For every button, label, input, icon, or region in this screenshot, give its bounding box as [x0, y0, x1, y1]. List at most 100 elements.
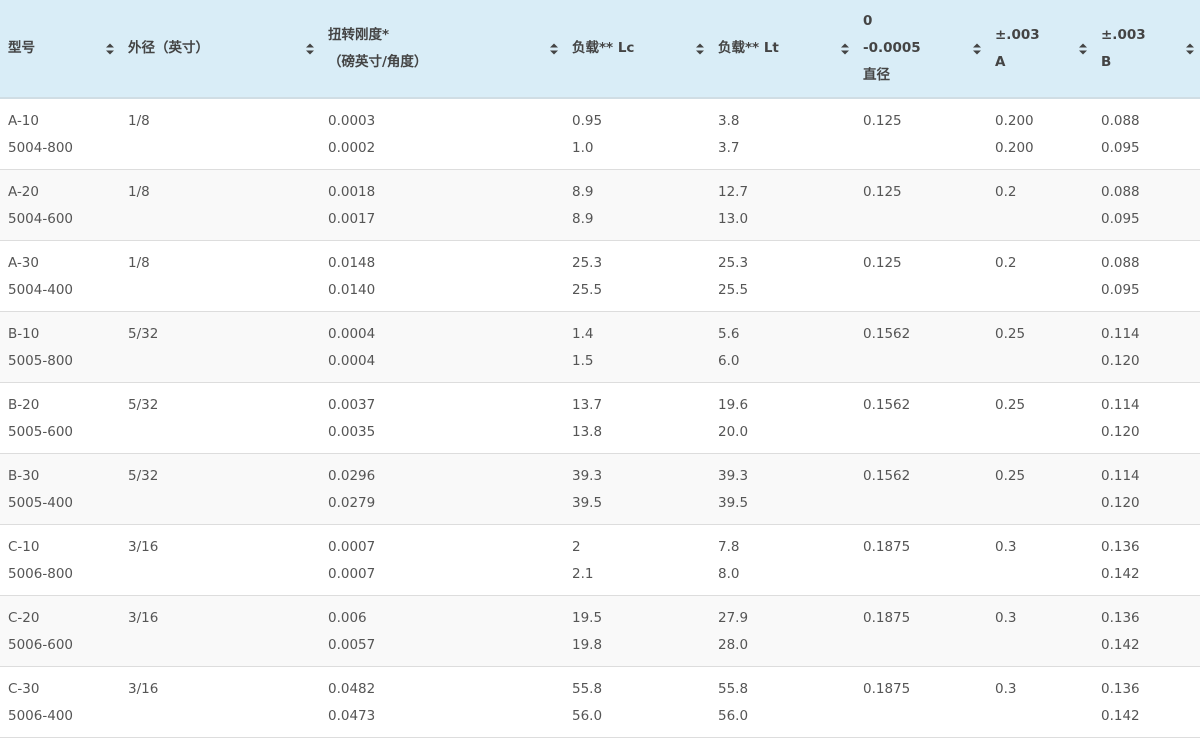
- cell-value: 0.0148: [328, 255, 376, 271]
- header-label: A: [995, 53, 1006, 70]
- cell-model: B-30 5005-400: [0, 453, 120, 525]
- cell-model: A-10 5004-800: [0, 98, 120, 170]
- table-row: A-30 5004-400 1/8 0.0148 0.0140 25.3 25.5 25.3 2…: [0, 240, 1200, 312]
- sort-icon[interactable]: [550, 43, 558, 54]
- cell-model: B-20 5005-600: [0, 382, 120, 454]
- column-header-load-lc[interactable]: 负载** Lc: [564, 0, 710, 99]
- cell-value: 27.9: [718, 610, 749, 626]
- cell-value: 19.6: [718, 397, 749, 413]
- cell-load-lc: 19.5 19.8: [564, 595, 710, 667]
- column-header-outer-diameter[interactable]: 外径（英寸）: [120, 0, 320, 99]
- column-header-tolerance-b[interactable]: ±.003 B: [1093, 0, 1200, 99]
- column-header-diameter-tolerance[interactable]: 0 -0.0005 直径: [855, 0, 987, 99]
- cell-tolerance-a: 0.3: [987, 666, 1093, 738]
- cell-diameter-tolerance: 0.1562: [855, 453, 987, 525]
- cell-value: 0.088: [1101, 255, 1140, 271]
- cell-load-lt: 55.8 56.0: [710, 666, 855, 738]
- column-header-torsional-stiffness[interactable]: 扭转刚度* （磅英寸/角度）: [320, 0, 564, 99]
- cell-value: 0.3: [995, 610, 1017, 626]
- sort-ascending-icon: [973, 43, 981, 47]
- cell-tolerance-b: 0.088 0.095: [1093, 169, 1200, 241]
- sort-ascending-icon: [1079, 43, 1087, 47]
- sort-descending-icon: [1079, 50, 1087, 54]
- column-header-model[interactable]: 型号: [0, 0, 120, 99]
- cell-load-lc: 8.9 8.9: [564, 169, 710, 241]
- sort-icon[interactable]: [841, 43, 849, 54]
- cell-value: 0.0007: [328, 539, 376, 555]
- column-header-tolerance-a[interactable]: ±.003 A: [987, 0, 1093, 99]
- cell-value: 0.0004: [328, 326, 376, 342]
- cell-diameter-tolerance: 0.1562: [855, 311, 987, 383]
- cell-value: 0.25: [995, 397, 1026, 413]
- cell-value: 0.2: [995, 255, 1017, 271]
- cell-tolerance-b: 0.136 0.142: [1093, 595, 1200, 667]
- sort-icon[interactable]: [306, 43, 314, 54]
- cell-value: B-20: [8, 397, 40, 413]
- cell-tolerance-b: 0.136 0.142: [1093, 524, 1200, 596]
- cell-value: 1.5: [572, 353, 594, 369]
- cell-load-lt: 25.3 25.5: [710, 240, 855, 312]
- cell-tolerance-a: 0.2: [987, 169, 1093, 241]
- cell-value: 5006-400: [8, 708, 73, 724]
- cell-value: 0.0279: [328, 495, 376, 511]
- header-row: 型号 外径（英寸） 扭转刚度* （磅英寸/角度） 负载** Lc 负载** Lt 0 -0.0…: [0, 0, 1200, 99]
- cell-value: 0.125: [863, 113, 902, 129]
- cell-value: 0.136: [1101, 539, 1140, 555]
- cell-value: 0.0296: [328, 468, 376, 484]
- sort-descending-icon: [841, 50, 849, 54]
- cell-torsional-stiffness: 0.006 0.0057: [320, 595, 564, 667]
- cell-torsional-stiffness: 0.0004 0.0004: [320, 311, 564, 383]
- table-row: B-20 5005-600 5/32 0.0037 0.0035 13.7 13.8 19.6…: [0, 382, 1200, 454]
- cell-value: 39.5: [572, 495, 603, 511]
- cell-tolerance-a: 0.2: [987, 240, 1093, 312]
- sort-icon[interactable]: [696, 43, 704, 54]
- header-label: 外径（英寸）: [128, 40, 209, 56]
- cell-value: 25.5: [718, 282, 749, 298]
- cell-value: 0.3: [995, 539, 1017, 555]
- cell-value: 0.1562: [863, 468, 911, 484]
- cell-torsional-stiffness: 0.0018 0.0017: [320, 169, 564, 241]
- cell-value: 1.0: [572, 140, 594, 156]
- cell-value: 8.0: [718, 566, 740, 582]
- cell-value: 3.7: [718, 140, 740, 156]
- cell-value: 0.120: [1101, 353, 1140, 369]
- cell-torsional-stiffness: 0.0148 0.0140: [320, 240, 564, 312]
- cell-torsional-stiffness: 0.0037 0.0035: [320, 382, 564, 454]
- sort-icon[interactable]: [973, 43, 981, 54]
- sort-ascending-icon: [841, 43, 849, 47]
- cell-value: 5/32: [128, 397, 159, 413]
- cell-value: 0.1875: [863, 610, 911, 626]
- cell-load-lt: 19.6 20.0: [710, 382, 855, 454]
- cell-tolerance-a: 0.25: [987, 453, 1093, 525]
- sort-icon[interactable]: [1079, 43, 1087, 54]
- cell-value: 39.3: [572, 468, 603, 484]
- sort-ascending-icon: [696, 43, 704, 47]
- table-row: B-10 5005-800 5/32 0.0004 0.0004 1.4 1.5 5.6 6.0…: [0, 311, 1200, 383]
- cell-load-lc: 39.3 39.5: [564, 453, 710, 525]
- cell-outer-diameter: 1/8: [120, 240, 320, 312]
- sort-icon[interactable]: [1186, 43, 1194, 54]
- cell-value: 5006-800: [8, 566, 73, 582]
- cell-value: 5004-600: [8, 211, 73, 227]
- cell-value: A-10: [8, 113, 39, 129]
- cell-value: 0.95: [572, 113, 603, 129]
- header-label: （磅英寸/角度）: [328, 53, 428, 70]
- cell-value: 0.0018: [328, 184, 376, 200]
- cell-value: 0.1875: [863, 681, 911, 697]
- cell-value: 1/8: [128, 113, 150, 129]
- column-header-load-lt[interactable]: 负载** Lt: [710, 0, 855, 99]
- cell-value: 0.0473: [328, 708, 376, 724]
- header-label: 直径: [863, 67, 890, 83]
- sort-icon[interactable]: [106, 43, 114, 54]
- cell-model: C-10 5006-800: [0, 524, 120, 596]
- cell-value: 0.0057: [328, 637, 376, 653]
- cell-model: C-30 5006-400: [0, 666, 120, 738]
- cell-value: 13.0: [718, 211, 749, 227]
- sort-descending-icon: [106, 50, 114, 54]
- cell-value: 0.0035: [328, 424, 376, 440]
- cell-value: 5005-800: [8, 353, 73, 369]
- header-label: -0.0005: [863, 40, 921, 56]
- cell-value: B-10: [8, 326, 40, 342]
- cell-torsional-stiffness: 0.0003 0.0002: [320, 98, 564, 170]
- cell-value: 2: [572, 539, 581, 555]
